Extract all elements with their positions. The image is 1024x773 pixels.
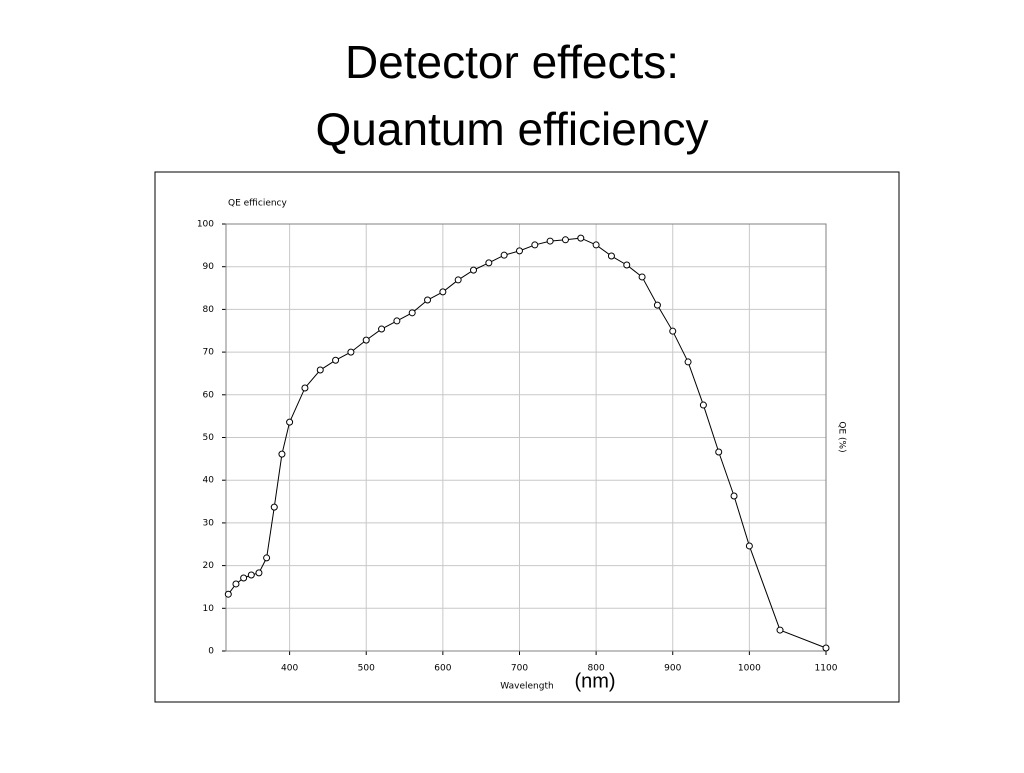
- data-point: [623, 261, 631, 269]
- x-tick-label: 1100: [815, 664, 838, 674]
- y-tick-label: 0: [208, 647, 214, 657]
- data-point: [684, 358, 692, 366]
- data-point: [592, 241, 600, 249]
- data-point: [561, 236, 569, 244]
- x-tick-label: 400: [281, 664, 298, 674]
- chart-title: QE efficiency: [228, 199, 288, 209]
- data-point: [232, 580, 240, 588]
- data-point: [301, 384, 309, 392]
- x-tick-label: 700: [511, 664, 528, 674]
- data-point: [776, 626, 784, 634]
- y-tick-label: 10: [203, 604, 215, 614]
- x-axis-label: Wavelength: [500, 682, 553, 692]
- data-point: [607, 252, 615, 260]
- data-point: [822, 644, 830, 652]
- data-point: [378, 325, 386, 333]
- y-tick-label: 100: [197, 220, 214, 230]
- data-point: [669, 327, 677, 335]
- data-point: [255, 569, 263, 577]
- data-point: [730, 492, 738, 500]
- x-tick-label: 800: [588, 664, 605, 674]
- data-point: [286, 418, 294, 426]
- plot-area: [225, 223, 827, 652]
- data-point: [745, 542, 753, 550]
- y-tick-label: 80: [203, 305, 215, 315]
- data-point: [316, 366, 324, 374]
- data-point: [500, 251, 508, 259]
- data-point: [424, 296, 432, 304]
- data-point: [408, 309, 416, 317]
- x-tick-label: 500: [358, 664, 375, 674]
- data-point: [362, 336, 370, 344]
- data-point: [485, 259, 493, 267]
- y-tick-label: 40: [203, 476, 215, 486]
- data-point: [332, 356, 340, 364]
- x-axis-unit: (nm): [574, 670, 615, 692]
- data-point: [347, 348, 355, 356]
- y-tick-label: 20: [203, 561, 215, 571]
- x-tick-label: 900: [664, 664, 681, 674]
- data-point: [240, 574, 248, 582]
- data-point: [515, 247, 523, 255]
- data-point: [270, 503, 278, 511]
- y-tick-label: 60: [203, 390, 215, 400]
- y-axis-label: QE (%): [837, 421, 847, 452]
- chart-frame: [154, 171, 900, 703]
- data-point: [263, 554, 271, 562]
- data-point: [454, 276, 462, 284]
- data-point: [715, 448, 723, 456]
- data-point: [546, 237, 554, 245]
- slide-title: Detector effects:: [345, 36, 679, 88]
- x-tick-label: 1000: [738, 664, 761, 674]
- data-point: [439, 288, 447, 296]
- data-point: [531, 241, 539, 249]
- data-line: [227, 237, 827, 649]
- data-point: [653, 301, 661, 309]
- data-point: [470, 266, 478, 274]
- data-point: [699, 401, 707, 409]
- y-tick-label: 50: [203, 433, 215, 443]
- data-point: [577, 234, 585, 242]
- y-tick-label: 30: [203, 518, 215, 528]
- data-point: [638, 273, 646, 281]
- slide-title: Quantum efficiency: [316, 103, 709, 155]
- y-tick-label: 70: [203, 348, 215, 358]
- x-tick-label: 600: [434, 664, 451, 674]
- y-tick-label: 90: [203, 262, 215, 272]
- data-point: [247, 571, 255, 579]
- data-point: [278, 450, 286, 458]
- data-point: [224, 590, 232, 598]
- data-point: [393, 317, 401, 325]
